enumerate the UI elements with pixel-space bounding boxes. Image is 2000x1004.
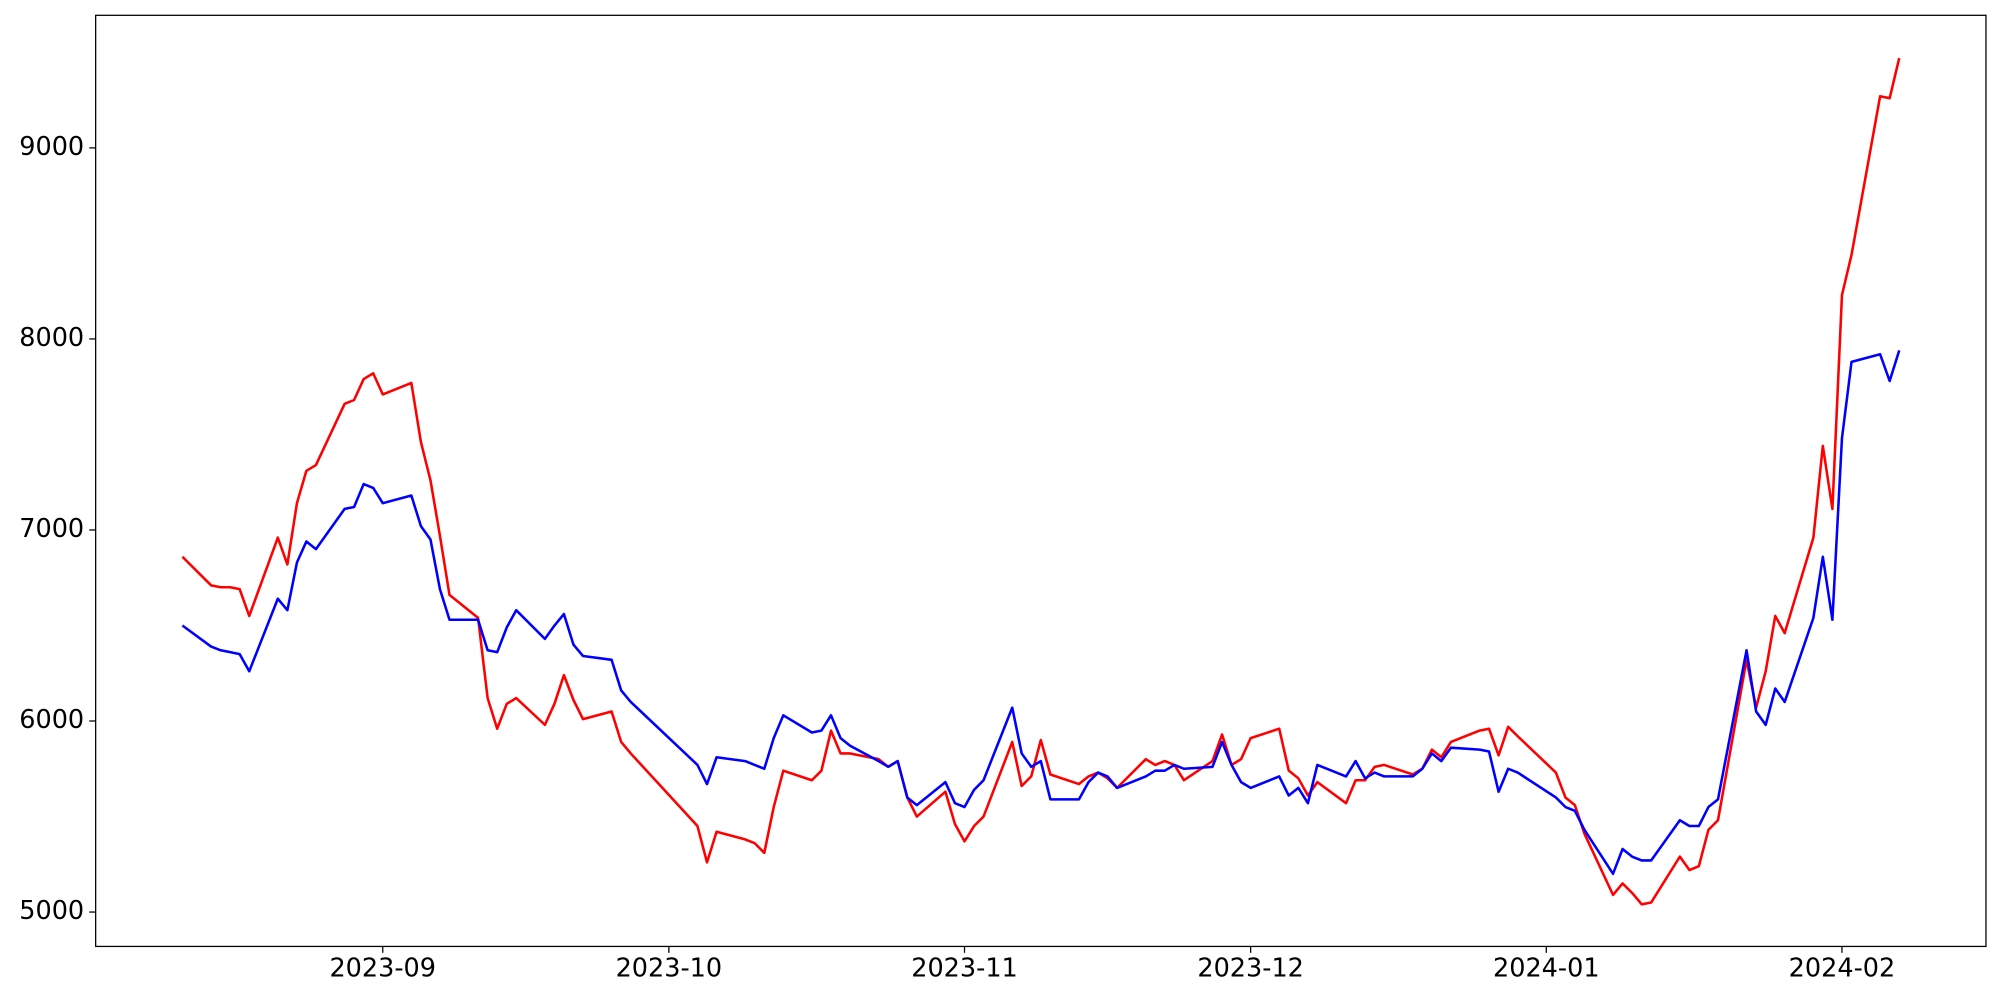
y-tick-label: 7000: [19, 514, 84, 544]
line-series: [181, 350, 1901, 876]
y-tick-label: 5000: [19, 896, 84, 926]
x-tick-label: 2023-12: [1197, 953, 1304, 983]
x-tick-label: 2023-10: [616, 953, 723, 983]
x-tick-label: 2024-01: [1493, 953, 1600, 983]
y-tick-label: 9000: [19, 132, 84, 162]
y-tick-label: 8000: [19, 323, 84, 353]
x-tick-label: 2023-11: [911, 953, 1018, 983]
x-tick-label: 2024-02: [1789, 953, 1896, 983]
x-tick-label: 2023-09: [329, 953, 436, 983]
axes-frame: [95, 14, 1987, 948]
line-series: [181, 57, 1901, 906]
y-tick-label: 6000: [19, 705, 84, 735]
